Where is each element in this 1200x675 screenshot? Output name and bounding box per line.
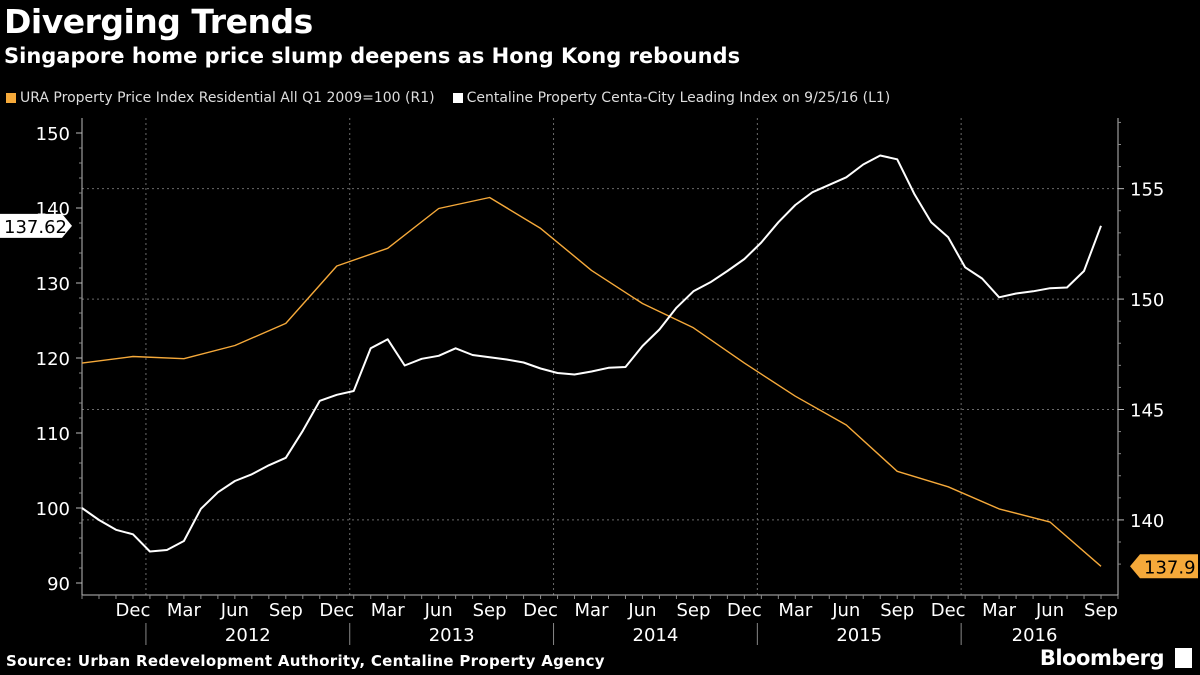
x-axis-tick-label: Mar — [575, 600, 610, 621]
x-axis-tick-label: Jun — [220, 600, 249, 621]
bloomberg-terminal-icon — [1175, 648, 1192, 668]
last-value-flag-centaline — [0, 213, 72, 238]
x-axis-year-label: 2012 — [225, 625, 271, 646]
x-axis-tick-label: Jun — [424, 600, 453, 621]
legend-item-centaline: Centaline Property Centa-City Leading In… — [452, 90, 891, 106]
legend-swatch-ura — [6, 93, 16, 103]
right-axis-tick-label: 140 — [1130, 511, 1164, 532]
series-lines — [81, 154, 1102, 567]
x-axis-tick-label: Sep — [880, 600, 914, 621]
last-value-flag-ura — [1130, 554, 1198, 579]
source-note: Source: Urban Redevelopment Authority, C… — [6, 652, 605, 670]
last-value-label-ura: 137.9 — [1130, 554, 1198, 579]
x-axis-tick-label: Dec — [523, 600, 558, 621]
left-axis-tick-label: 100 — [36, 499, 70, 520]
x-axis-tick-label: Sep — [676, 600, 710, 621]
left-axis-tick-label: 90 — [47, 574, 70, 595]
right-axis-tick-label: 145 — [1130, 401, 1164, 422]
x-axis-year-label: 2014 — [633, 625, 679, 646]
value-labels: 137.62 137.9 — [0, 213, 1198, 579]
legend-label-ura: URA Property Price Index Residential All… — [20, 90, 435, 106]
x-axis-year-label: 2013 — [429, 625, 475, 646]
x-axis-tick-label: Mar — [371, 600, 406, 621]
x-axis-year-label: 2016 — [1012, 625, 1058, 646]
chart-legend: URA Property Price Index Residential All… — [6, 90, 890, 106]
last-value-text-ura: 137.9 — [1144, 557, 1196, 578]
left-axis-tick-label: 110 — [36, 424, 70, 445]
right-axis-tick-label: 150 — [1130, 290, 1164, 311]
chart-subtitle: Singapore home price slump deepens as Ho… — [4, 44, 741, 68]
right-axis-tick-label: 155 — [1130, 180, 1164, 201]
x-axis-tick-label: Dec — [727, 600, 762, 621]
x-axis-tick-label: Dec — [319, 600, 354, 621]
left-axis-tick-label: 130 — [36, 274, 70, 295]
x-axis-tick-label: Jun — [627, 600, 656, 621]
x-axis-tick-label: Jun — [831, 600, 860, 621]
left-axis-tick-label: 150 — [36, 124, 70, 145]
chart-title: Diverging Trends — [4, 2, 313, 41]
x-axis-tick-label: Sep — [1084, 600, 1118, 621]
legend-label-centaline: Centaline Property Centa-City Leading In… — [466, 90, 891, 106]
x-axis-year-label: 2015 — [836, 625, 882, 646]
series-line-ura — [81, 196, 1102, 567]
grid-lines — [82, 118, 1118, 595]
brand-logo: Bloomberg — [1039, 646, 1165, 670]
x-axis-tick-label: Sep — [269, 600, 303, 621]
x-axis-tick-label: Jun — [1035, 600, 1064, 621]
legend-swatch-centaline — [452, 93, 463, 103]
x-axis-tick-label: Sep — [473, 600, 507, 621]
x-axis-tick-label: Mar — [982, 600, 1017, 621]
x-axis-tick-label: Mar — [167, 600, 202, 621]
legend-item-ura: URA Property Price Index Residential All… — [6, 90, 435, 106]
left-axis-tick-label: 120 — [36, 349, 70, 370]
x-axis-tick-label: Mar — [778, 600, 813, 621]
x-axis-tick-label: Dec — [116, 600, 151, 621]
last-value-label-centaline: 137.62 — [0, 213, 72, 238]
series-line-centaline — [81, 154, 1102, 553]
last-value-text-centaline: 137.62 — [4, 217, 67, 238]
x-axis-tick-label: Dec — [931, 600, 966, 621]
